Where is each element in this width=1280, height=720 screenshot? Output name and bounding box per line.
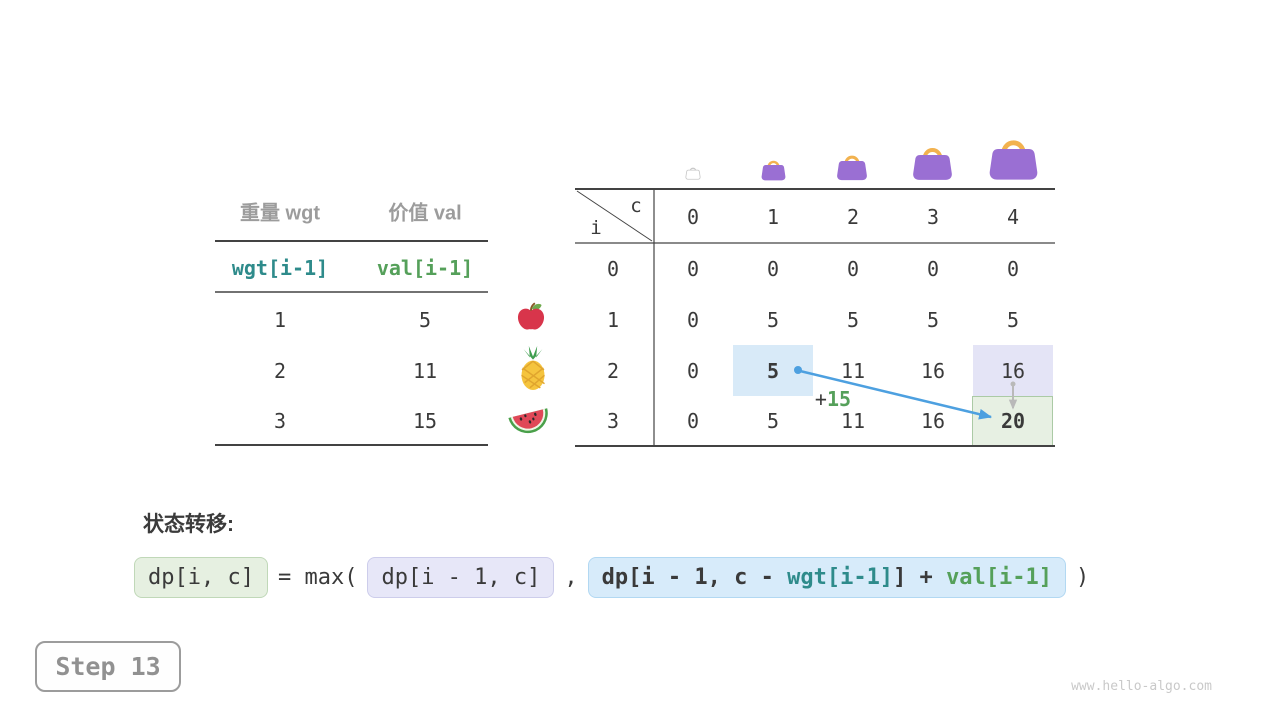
plus-sign: +	[814, 387, 827, 411]
dp-cell-0-3: 0	[926, 257, 940, 281]
dp-cell-3-4-result: 20	[1000, 409, 1026, 433]
pineapple-icon	[521, 346, 545, 390]
dp-cell-1-3: 5	[926, 308, 940, 332]
arg2-bracket: ]	[893, 565, 907, 590]
transition-formula: dp[i, c] = max( dp[i - 1, c] , dp[i - 1,…	[134, 557, 1099, 598]
bag-capacity-4-icon	[986, 133, 1041, 181]
items-var-wgt: wgt[i-1]	[231, 256, 329, 280]
bag-capacity-3-icon	[910, 142, 955, 181]
dp-col-header-3: 3	[926, 205, 940, 229]
arg2-val: val[i-1]	[946, 565, 1053, 590]
formula-arg2-box: dp[i - 1, c - wgt[i-1]] + val[i-1]	[587, 557, 1067, 598]
item-val-3: 15	[412, 409, 438, 433]
dp-row-header-1: 1	[606, 308, 620, 332]
gain-value: 15	[826, 387, 852, 411]
dp-cell-2-4-prev: 16	[1000, 359, 1026, 383]
formula-arg1-box: dp[i - 1, c]	[367, 557, 555, 598]
dp-cell-2-1-source: 5	[766, 359, 780, 383]
dp-col-header-2: 2	[846, 205, 860, 229]
arg2-wgt: wgt[i-1]	[787, 565, 894, 590]
dp-col-header-0: 0	[686, 205, 700, 229]
watermark: www.hello-algo.com	[1071, 679, 1212, 694]
dp-cell-0-1: 0	[766, 257, 780, 281]
dp-cell-1-2: 5	[846, 308, 860, 332]
corner-row-var: i	[590, 217, 602, 239]
dp-row-header-3: 3	[606, 409, 620, 433]
corner-col-var: c	[630, 195, 642, 217]
dp-row-header-2: 2	[606, 359, 620, 383]
item-wgt-1: 1	[273, 308, 287, 332]
item-wgt-2: 2	[273, 359, 287, 383]
item-val-1: 5	[418, 308, 432, 332]
dp-cell-1-0: 0	[686, 308, 700, 332]
bag-capacity-2-icon	[835, 151, 869, 181]
dp-cell-0-2: 0	[846, 257, 860, 281]
formula-eq-max: = max(	[277, 565, 358, 590]
apple-icon	[517, 302, 545, 330]
item-wgt-3: 3	[273, 409, 287, 433]
formula-lhs-box: dp[i, c]	[134, 557, 268, 598]
step-label: Step 13	[55, 652, 161, 681]
dp-cell-1-1: 5	[766, 308, 780, 332]
items-var-val: val[i-1]	[376, 256, 474, 280]
items-col-header-weight: 重量 wgt	[240, 202, 320, 225]
dp-cell-0-0: 0	[686, 257, 700, 281]
formula-close-paren: )	[1076, 565, 1090, 590]
dp-cell-3-1: 5	[766, 409, 780, 433]
dp-cell-3-0: 0	[686, 409, 700, 433]
dp-col-header-4: 4	[1006, 205, 1020, 229]
dp-cell-1-4: 5	[1006, 308, 1020, 332]
arg2-head: dp[i - 1, c -	[601, 565, 788, 590]
watermelon-icon	[508, 408, 548, 434]
bag-capacity-0-icon	[685, 164, 701, 181]
dp-cell-2-2: 11	[840, 359, 866, 383]
arg2-plus: +	[906, 565, 947, 590]
dp-row-header-0: 0	[606, 257, 620, 281]
step-badge: Step 13	[35, 641, 181, 692]
dp-cell-0-4: 0	[1006, 257, 1020, 281]
items-col-header-value: 价值 val	[388, 202, 462, 225]
dp-cell-3-2: 11	[840, 409, 866, 433]
dp-cell-2-0: 0	[686, 359, 700, 383]
dp-cell-3-3: 16	[920, 409, 946, 433]
value-gain-annotation: +15	[815, 387, 851, 411]
state-transition-label: 状态转移:	[143, 513, 234, 536]
formula-comma: ,	[564, 565, 578, 590]
dp-col-header-1: 1	[766, 205, 780, 229]
item-val-2: 11	[412, 359, 438, 383]
dp-cell-2-3: 16	[920, 359, 946, 383]
bag-capacity-1-icon	[760, 157, 787, 181]
